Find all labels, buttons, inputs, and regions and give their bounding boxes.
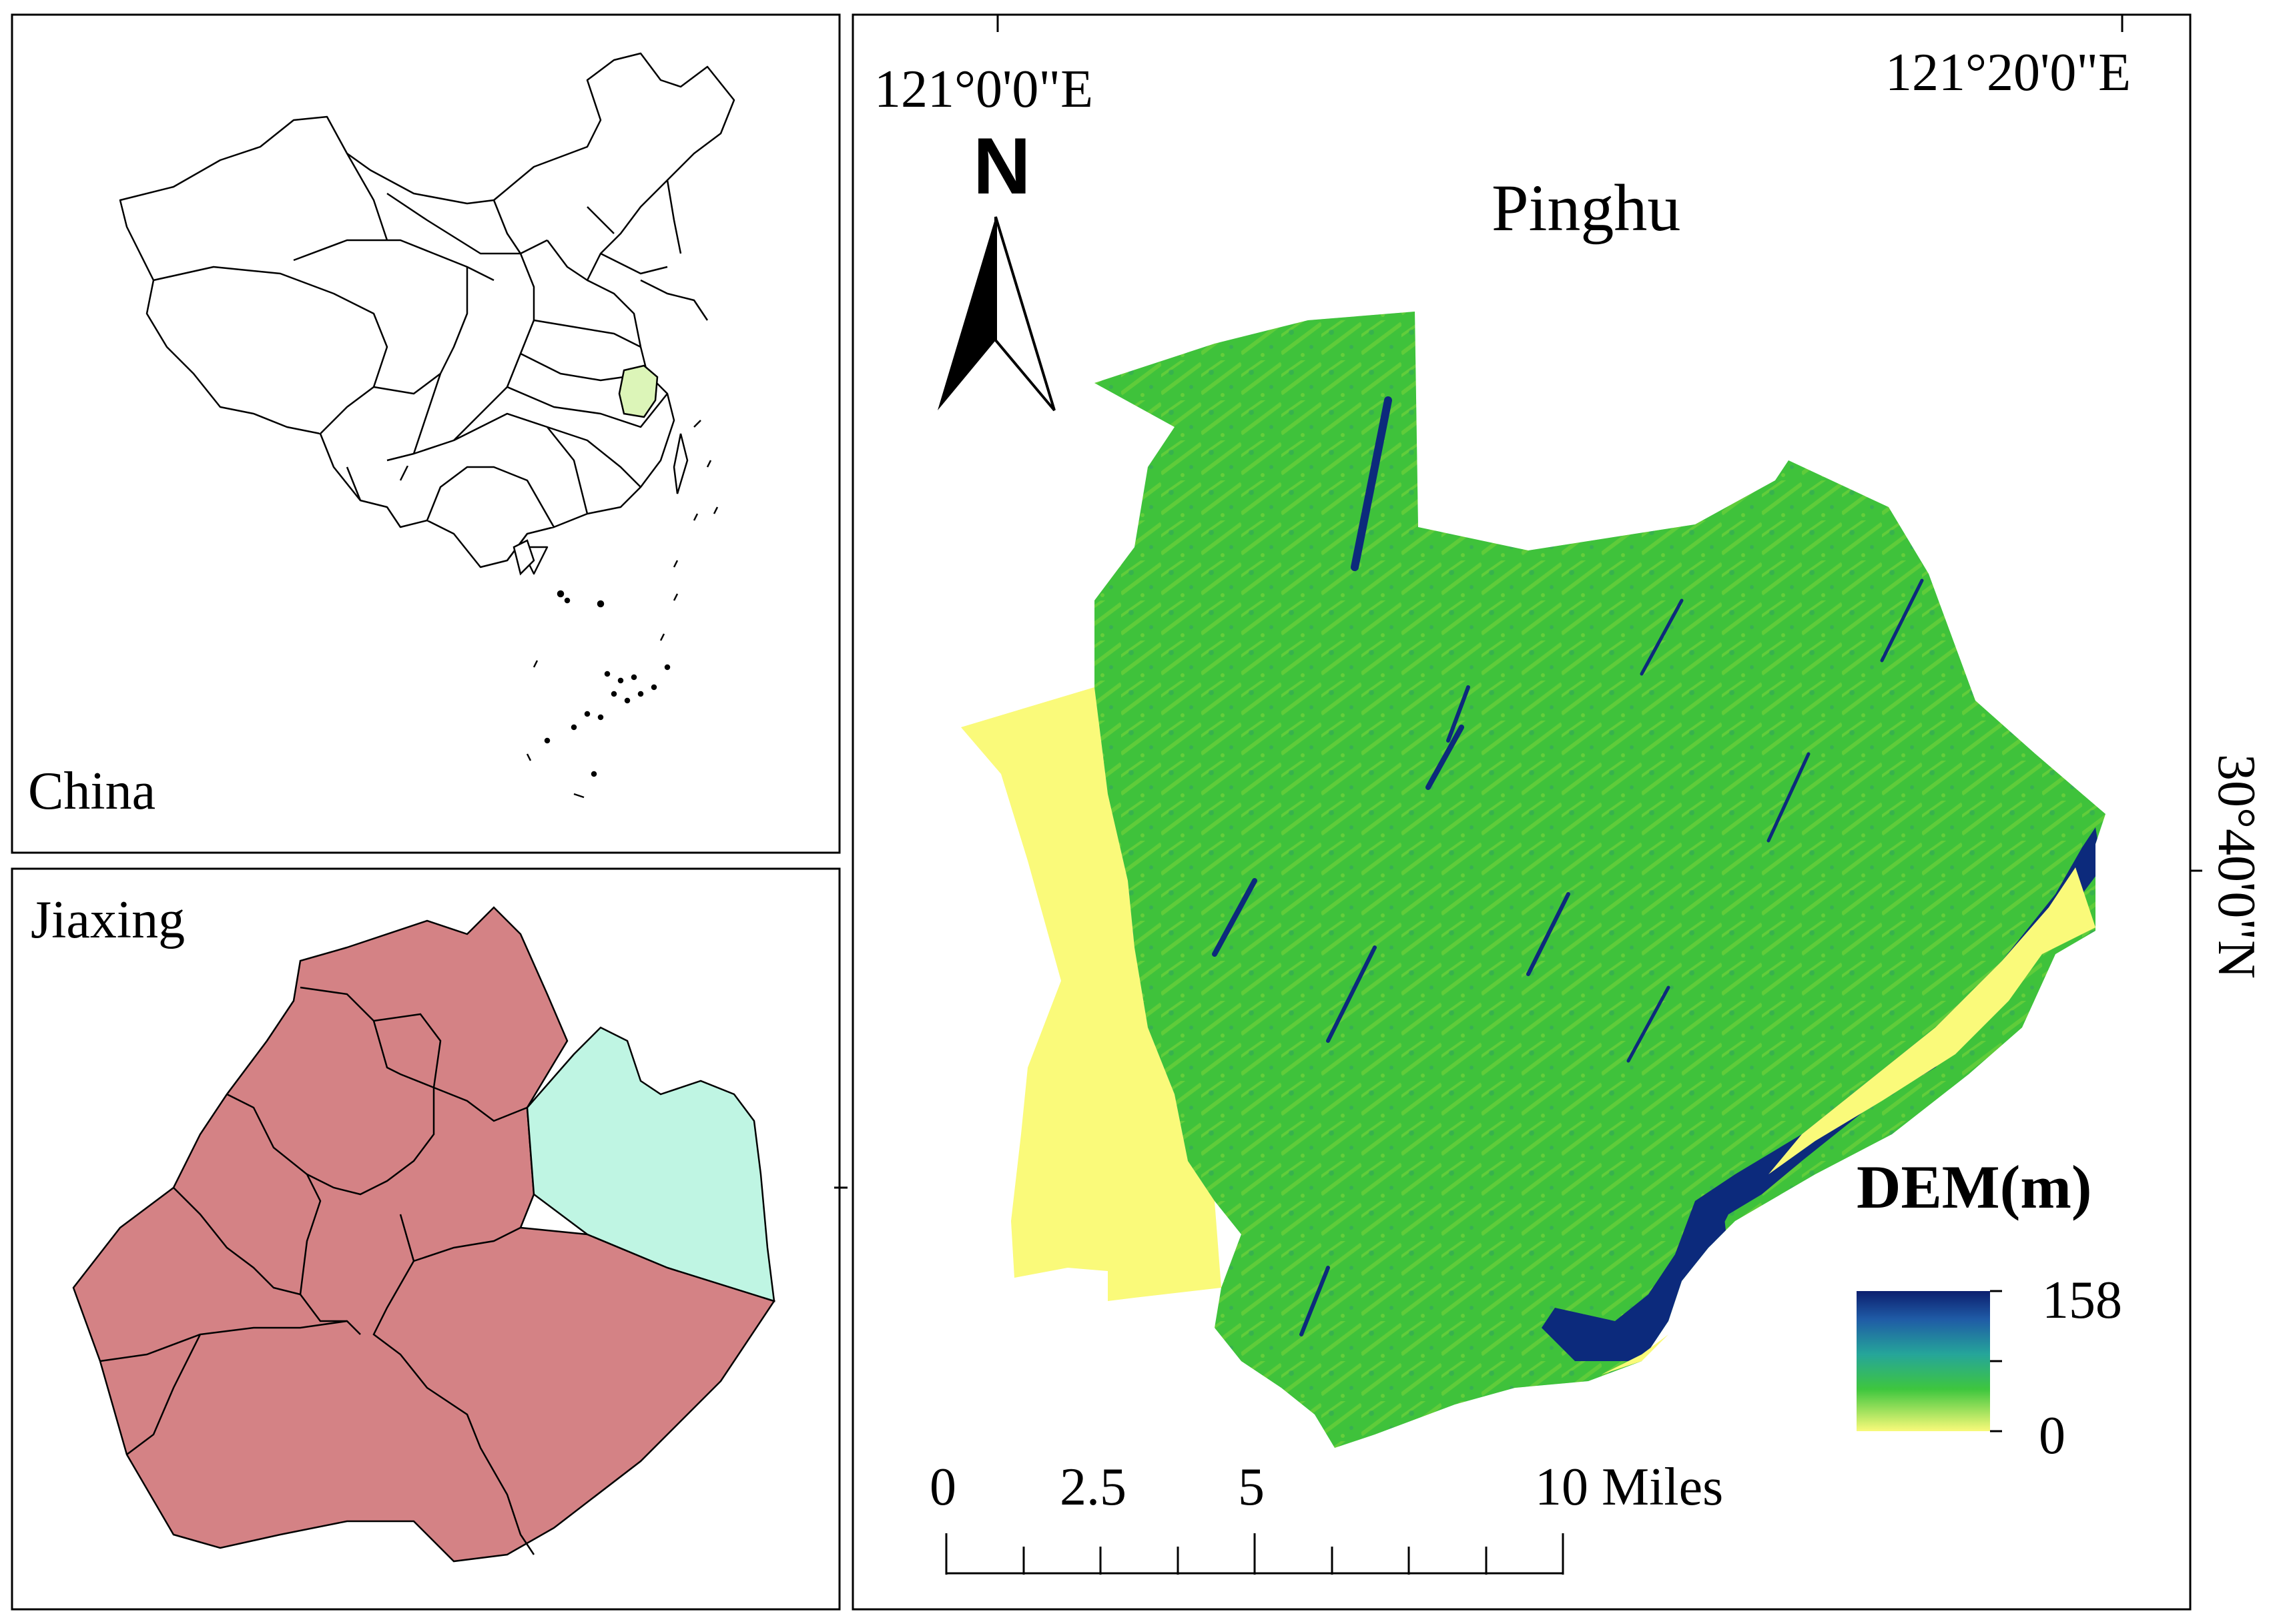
jiaxing-panel: Jiaxing [11, 867, 841, 1611]
scale-label-2-5: 2.5 [1060, 1458, 1126, 1517]
lon-label-1: 121°0'0"E [874, 60, 1093, 119]
china-label: China [28, 762, 155, 821]
main-map-title: Pinghu [1492, 171, 1680, 245]
scale-bar-ticks [945, 1533, 1564, 1575]
dem-low-coastal-strip [1768, 867, 2095, 1174]
legend-max-label: 158 [2042, 1271, 2122, 1330]
county-boundaries [99, 986, 535, 1555]
lon-label-2: 121°20'0"E [1885, 43, 2131, 102]
legend-min-label: 0 [2039, 1406, 2065, 1465]
china-outline-map [119, 52, 735, 575]
legend-title: DEM(m) [1857, 1153, 2092, 1221]
north-arrow-right-half [994, 216, 1056, 412]
china-panel: China [11, 13, 841, 854]
scale-label-5: 5 [1238, 1458, 1265, 1517]
dem-legend: DEM(m) 158 0 [1857, 1153, 2122, 1465]
legend-color-ramp [1857, 1291, 1990, 1431]
north-arrow-left-half [938, 217, 996, 410]
pinghu-region [526, 1026, 775, 1302]
scale-bar: 0 2.5 5 10 Miles [930, 1458, 1723, 1575]
jiaxing-label: Jiaxing [31, 891, 185, 949]
north-arrow-label: N [973, 121, 1031, 211]
jiaxing-region [72, 906, 775, 1563]
dem-low-area-west [961, 687, 1221, 1301]
south-china-sea-islands [513, 420, 719, 799]
zhejiang-highlight [618, 364, 659, 418]
dem-streaks [1146, 396, 1924, 1336]
main-map-panel: 121°0'0"E 121°20'0"E 30°40'0"N [852, 13, 2266, 1611]
north-arrow: N [938, 121, 1056, 412]
scale-label-0: 0 [930, 1458, 956, 1517]
scale-label-10-miles: 10 Miles [1535, 1458, 1723, 1517]
lat-label-1: 30°40'0"N [2207, 754, 2266, 979]
